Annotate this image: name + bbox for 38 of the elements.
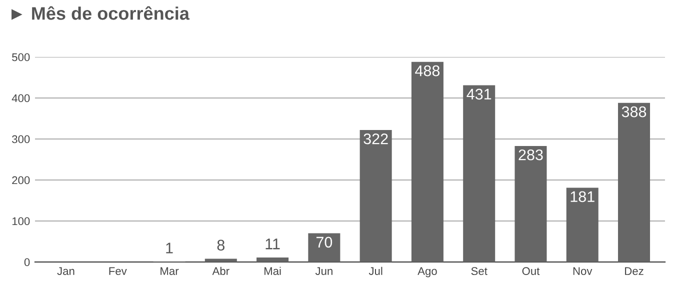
data-label: 431 (466, 88, 492, 100)
y-tick-label: 100 (12, 217, 30, 226)
bar (411, 62, 444, 262)
x-tick-label: Mai (264, 266, 281, 276)
y-tick-label: 300 (12, 135, 30, 144)
data-label: 388 (622, 106, 646, 118)
y-tick-label: 400 (12, 94, 30, 102)
x-tick-label: Nov (573, 267, 592, 276)
x-tick-label: Set (471, 267, 488, 276)
data-label: 283 (518, 149, 543, 160)
bar (204, 258, 237, 262)
bar (308, 233, 340, 262)
data-label: 11 (266, 238, 280, 250)
data-label: 322 (364, 133, 388, 144)
data-label: 488 (415, 65, 440, 76)
x-tick-label: Dez (625, 267, 644, 276)
bar (256, 257, 289, 262)
bar (463, 85, 496, 262)
y-tick-label: 200 (12, 176, 30, 184)
bar (360, 130, 392, 262)
y-tick-label: 0 (24, 258, 30, 266)
x-tick-label: Fev (109, 267, 127, 276)
data-label: 8 (217, 240, 224, 251)
data-label: 1 (166, 242, 173, 254)
bar (514, 146, 547, 262)
x-tick-label: Out (522, 267, 540, 276)
x-tick-label: Mar (160, 267, 179, 276)
bar (566, 188, 598, 262)
chart-title: ► Mês de ocorrência (12, 6, 190, 20)
x-tick-label: Jan (57, 267, 74, 276)
y-tick-label: 500 (12, 53, 30, 62)
x-tick-label: Jun (315, 267, 332, 276)
x-tick-label: Jul (368, 266, 382, 276)
x-tick-label: Ago (418, 267, 437, 278)
data-label: 181 (570, 191, 594, 202)
data-label: 70 (316, 236, 332, 248)
x-tick-label: Abr (212, 266, 230, 276)
bar (618, 102, 650, 262)
